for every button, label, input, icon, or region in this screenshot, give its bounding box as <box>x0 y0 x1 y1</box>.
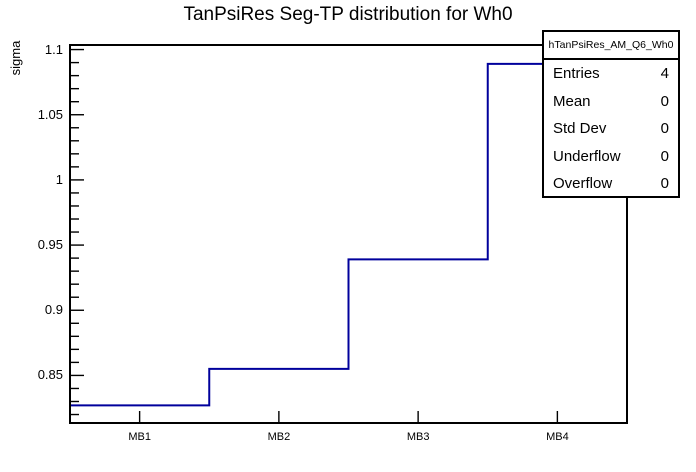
stats-row-label: Std Dev <box>553 120 607 138</box>
stats-row-label: Entries <box>553 65 600 83</box>
chart-title: TanPsiRes Seg-TP distribution for Wh0 <box>183 4 513 25</box>
stats-row-mean: Mean 0 <box>544 88 678 116</box>
stats-box: hTanPsiRes_AM_Q6_Wh0 Entries 4 Mean 0 St… <box>542 30 680 198</box>
stats-row-value: 0 <box>660 120 669 138</box>
stats-row-overflow: Overflow 0 <box>544 170 678 198</box>
stats-row-label: Mean <box>553 92 591 110</box>
stats-row-underflow: Underflow 0 <box>544 143 678 171</box>
stats-row-value: 0 <box>660 175 669 193</box>
stats-row-label: Underflow <box>553 147 621 165</box>
stats-row-value: 0 <box>660 147 669 165</box>
stats-row-stddev: Std Dev 0 <box>544 115 678 143</box>
stats-row-label: Overflow <box>553 175 613 193</box>
stats-row-value: 0 <box>660 92 669 110</box>
stats-row-entries: Entries 4 <box>544 60 678 88</box>
stats-box-title: hTanPsiRes_AM_Q6_Wh0 <box>544 32 678 60</box>
plot-frame <box>69 44 628 424</box>
stats-row-value: 4 <box>660 65 669 83</box>
